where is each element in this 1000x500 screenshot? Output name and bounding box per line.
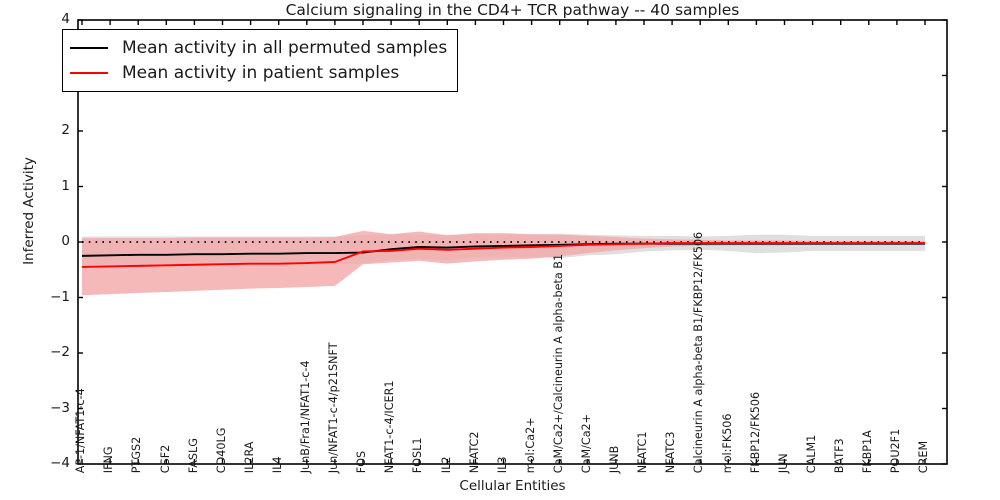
x-tick-label: CaM/Ca2+/Calcineurin A alpha-beta B1 xyxy=(551,253,565,474)
x-tick-label: IL2RA xyxy=(242,441,256,474)
patient-confidence-band xyxy=(82,230,925,296)
x-tick-label: Calcineurin A alpha-beta B1/FKBP12/FK506 xyxy=(692,231,706,474)
x-tick-label: FOSL1 xyxy=(411,437,425,474)
y-tick-label: −4 xyxy=(50,455,70,471)
x-tick-label: POU2F1 xyxy=(888,428,902,474)
x-tick-label: CaM/Ca2+ xyxy=(579,413,593,474)
legend-entry-patient: Mean activity in patient samples xyxy=(70,60,447,85)
y-tick-label: 1 xyxy=(61,177,70,194)
y-tick-label: 4 xyxy=(61,11,70,27)
x-tick-label: NFATC3 xyxy=(664,431,678,474)
y-tick-label: 0 xyxy=(61,233,70,249)
x-tick-label: JUNB xyxy=(607,445,621,474)
legend-label-patient: Mean activity in patient samples xyxy=(122,62,400,83)
legend-label-permuted: Mean activity in all permuted samples xyxy=(122,37,448,58)
chart-title: Calcium signaling in the CD4+ TCR pathwa… xyxy=(285,1,740,19)
y-tick-label: −2 xyxy=(50,344,70,360)
x-axis-label: Cellular Entities xyxy=(459,478,566,494)
y-tick-label: −1 xyxy=(50,288,70,305)
x-tick-label: BATF3 xyxy=(832,438,846,474)
x-tick-label: FOS xyxy=(354,450,368,474)
legend-entry-permuted: Mean activity in all permuted samples xyxy=(70,35,447,60)
x-tick-label: CALM1 xyxy=(804,434,818,474)
x-tick-label: FKBP12/FK506 xyxy=(748,391,762,474)
x-tick-label: CREM xyxy=(916,440,930,474)
y-tick-label: 2 xyxy=(61,122,70,138)
legend-swatch-permuted xyxy=(70,46,108,49)
y-axis-tick-labels: 43210−1−2−3−4 xyxy=(22,0,70,500)
x-tick-label: IL3 xyxy=(495,456,509,474)
x-tick-label: NFAT1-c-4/ICER1 xyxy=(383,380,397,474)
x-tick-label: NFATC1 xyxy=(635,431,649,474)
x-tick-label: PTGS2 xyxy=(130,436,144,474)
x-tick-label: IL2 xyxy=(439,456,453,474)
x-tick-label: JunB/Fra1/NFAT1-c-4 xyxy=(298,360,312,474)
x-tick-label: FKBP1A xyxy=(860,430,874,474)
legend: Mean activity in all permuted samples Me… xyxy=(62,29,459,92)
legend-swatch-patient xyxy=(70,71,108,74)
x-tick-label: mol:FK506 xyxy=(720,413,734,474)
x-tick-label: IFNG xyxy=(102,446,116,474)
x-tick-label: Jun/NFAT1-c-4/p21SNFT xyxy=(326,342,340,474)
x-tick-label: NFATC2 xyxy=(467,431,481,474)
x-tick-label: CD40LG xyxy=(214,427,228,474)
patient-mean-line xyxy=(81,242,925,268)
x-tick-label: AP-1/NFAT1-c-4 xyxy=(73,388,87,474)
x-tick-label: FASLG xyxy=(186,438,200,474)
x-tick-label: mol:Ca2+ xyxy=(523,417,537,474)
x-tick-label: JUN xyxy=(776,453,790,474)
x-tick-label: IL4 xyxy=(270,456,284,474)
x-tick-label: CSF2 xyxy=(158,444,172,474)
y-tick-label: −3 xyxy=(50,399,70,416)
